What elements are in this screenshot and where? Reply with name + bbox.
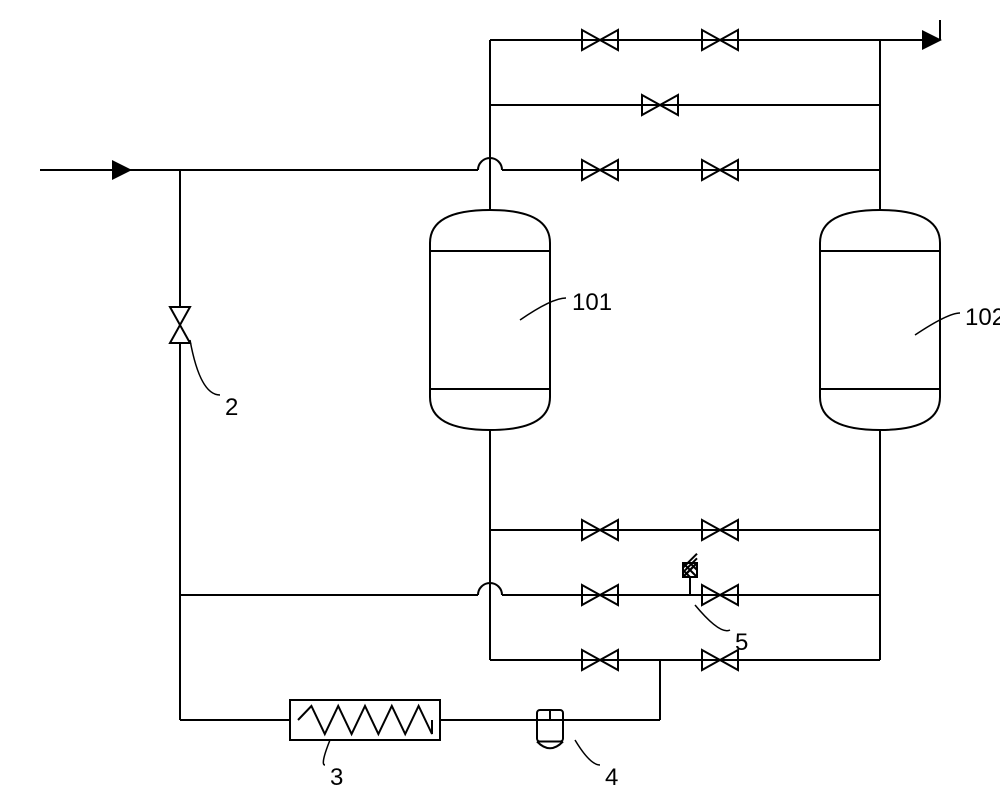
callout-label: 4: [605, 764, 618, 791]
callout-label: 5: [735, 629, 748, 656]
callout-label: 101: [572, 289, 612, 316]
callout-label: 102: [965, 304, 1000, 331]
callout-label: 3: [330, 764, 343, 791]
process-diagram: 2 3 4 5 101 102: [0, 0, 1000, 812]
callout-label: 2: [225, 394, 238, 421]
